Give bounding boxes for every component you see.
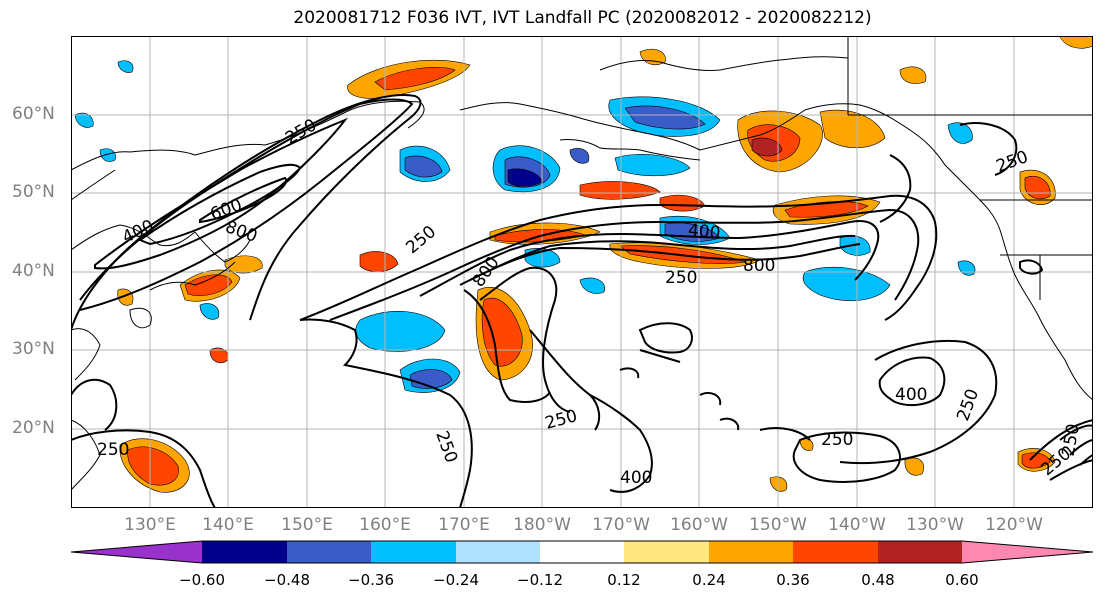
negative-anomalies [74,60,976,393]
colorbar-segment [71,541,202,563]
lon-label-160e: 160°E [359,515,411,535]
contour-label: 800 [743,256,776,276]
lon-label-130e: 130°E [124,515,176,535]
lon-label-150w: 150°W [749,515,807,535]
lon-label-180w: 180°W [513,515,571,535]
colorbar-segment [624,541,709,563]
lon-label-130w: 130°W [906,515,964,535]
lat-label-30n: 30°N [12,339,55,359]
colorbar-tick: −0.60 [179,571,225,589]
colorbar-segment [540,541,624,563]
colorbar-segment [709,541,793,563]
lat-label-50n: 50°N [12,182,55,202]
lat-label-20n: 20°N [12,418,55,438]
colorbar-segment [793,541,878,563]
ivt-pc-shading [74,36,1093,493]
colorbar-segment [878,541,962,563]
colorbar-tick: −0.12 [517,571,563,589]
ivt-contours [71,94,1093,508]
colorbar-segment [287,541,371,563]
colorbar-tick: −0.36 [348,571,394,589]
map-frame [71,36,1093,508]
lon-label-170e: 170°E [438,515,490,535]
contour-label: 250 [665,268,698,288]
colorbar-segment [962,541,1093,563]
colorbar-segment [371,541,456,563]
lat-label-60n: 60°N [12,104,55,124]
colorbar-segment [202,541,287,563]
colorbar-tick: −0.48 [264,571,310,589]
lon-label-120w: 120°W [985,515,1043,535]
colorbar [70,540,1094,564]
colorbar-tick: 0.36 [776,571,810,589]
colorbar-tick: 0.48 [861,571,895,589]
lat-label-40n: 40°N [12,261,55,281]
contour-label: 250 [821,430,854,450]
colorbar-tick: 0.12 [607,571,641,589]
lon-label-170w: 170°W [592,515,650,535]
chart-title: 2020081712 F036 IVT, IVT Landfall PC (20… [293,8,872,28]
colorbar-tick: −0.24 [433,571,479,589]
lon-label-140w: 140°W [828,515,886,535]
lon-label-150e: 150°E [281,515,333,535]
colorbar-segment [456,541,540,563]
contour-label: 250 [97,440,130,460]
lon-label-160w: 160°W [670,515,728,535]
colorbar-tick: 0.60 [945,571,979,589]
contour-label: 400 [620,468,653,488]
colorbar-tick: 0.24 [692,571,726,589]
contour-label: 400 [895,385,928,405]
lon-label-140e: 140°E [202,515,254,535]
